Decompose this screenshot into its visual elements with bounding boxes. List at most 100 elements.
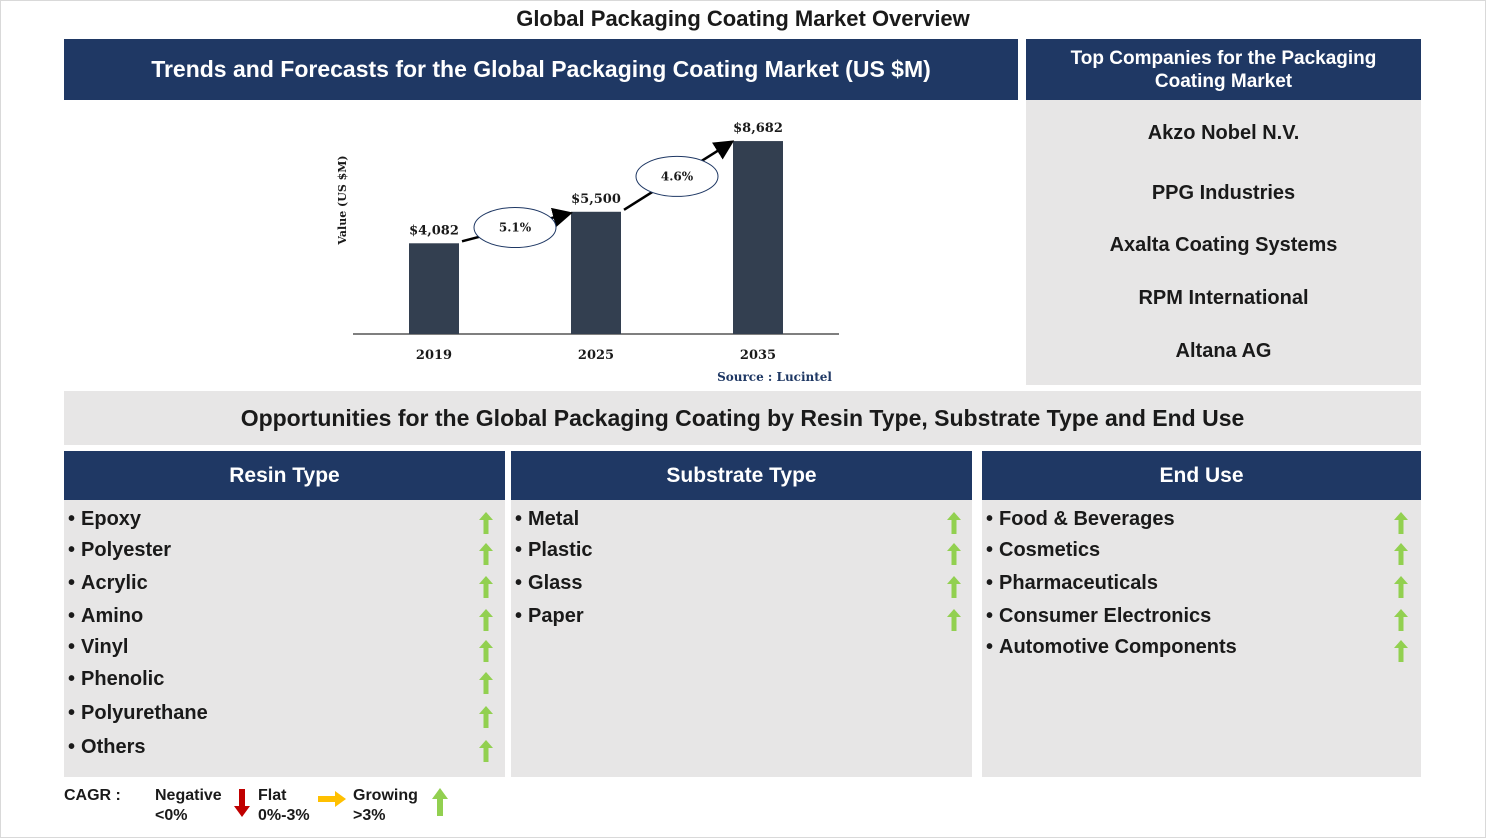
substrate-type-list: • Metal • Plastic • Glass • Paper bbox=[511, 500, 972, 777]
list-item-label: Acrylic bbox=[81, 572, 148, 594]
list-item-label: Paper bbox=[528, 605, 584, 627]
legend-flat-name: Flat bbox=[258, 787, 287, 804]
orange-right-arrow-icon bbox=[318, 791, 346, 807]
bar-2035 bbox=[733, 141, 783, 334]
bullet: • bbox=[986, 572, 994, 594]
company-item: PPG Industries bbox=[1151, 182, 1296, 204]
green-up-arrow-icon bbox=[479, 740, 493, 762]
bullet: • bbox=[515, 605, 523, 627]
green-up-arrow-icon bbox=[479, 543, 493, 565]
list-item-label: Pharmaceuticals bbox=[999, 572, 1158, 594]
bullet: • bbox=[68, 572, 76, 594]
legend-negative-name: Negative bbox=[155, 787, 222, 804]
bullet: • bbox=[515, 508, 523, 530]
list-item: • Food & Beverages bbox=[986, 508, 1175, 531]
bullet: • bbox=[986, 605, 994, 627]
company-item: RPM International bbox=[1138, 287, 1309, 309]
cagr-bubble bbox=[473, 207, 557, 249]
bar-value-label: $8,682 bbox=[733, 121, 783, 136]
bullet: • bbox=[68, 736, 76, 758]
legend-growing: Growing >3% bbox=[353, 786, 418, 826]
list-item-label: Metal bbox=[528, 508, 580, 530]
green-up-arrow-icon bbox=[479, 609, 493, 631]
green-up-arrow-icon bbox=[1394, 543, 1408, 565]
bar-chart: Value (US $M) $4,082 2019 $5,500 2025 $8,682… bbox=[336, 121, 839, 384]
bullet: • bbox=[515, 539, 523, 561]
bar-2019 bbox=[409, 243, 459, 334]
list-item: • Metal bbox=[515, 508, 579, 531]
green-up-arrow-icon bbox=[947, 576, 961, 598]
list-item-label: Automotive Components bbox=[999, 636, 1237, 658]
company-item: Axalta Coating Systems bbox=[1109, 234, 1338, 256]
bullet: • bbox=[986, 636, 994, 658]
list-item-label: Amino bbox=[81, 605, 144, 627]
list-item-label: Food & Beverages bbox=[999, 508, 1175, 530]
green-up-arrow-icon bbox=[1394, 640, 1408, 662]
list-item-label: Vinyl bbox=[81, 636, 129, 658]
bullet: • bbox=[68, 702, 76, 724]
list-item-label: Polyurethane bbox=[81, 702, 208, 724]
bar-value-label: $4,082 bbox=[409, 223, 459, 238]
list-item: • Amino bbox=[68, 605, 143, 628]
green-up-arrow-icon bbox=[1394, 512, 1408, 534]
list-item: • Vinyl bbox=[68, 636, 128, 659]
cagr-bubble bbox=[635, 155, 719, 197]
bar-2025 bbox=[571, 211, 621, 334]
list-item-label: Consumer Electronics bbox=[999, 605, 1212, 627]
list-item: • Cosmetics bbox=[986, 539, 1100, 562]
list-item-label: Phenolic bbox=[81, 668, 165, 690]
list-item-label: Cosmetics bbox=[999, 539, 1101, 561]
bullet: • bbox=[68, 508, 76, 530]
source-label: Source : Lucintel bbox=[717, 370, 832, 384]
list-item: • Paper bbox=[515, 605, 584, 628]
page-title: Global Packaging Coating Market Overview bbox=[516, 6, 970, 31]
legend-negative: Negative <0% bbox=[155, 786, 222, 826]
legend-flat: Flat 0%-3% bbox=[258, 786, 310, 826]
cagr-label: 5.1% bbox=[499, 221, 532, 235]
list-item-label: Glass bbox=[528, 572, 583, 594]
bullet: • bbox=[68, 668, 76, 690]
bar-value-label: $5,500 bbox=[571, 192, 621, 207]
list-item: • Polyester bbox=[68, 539, 171, 562]
list-item: • Consumer Electronics bbox=[986, 605, 1211, 628]
list-item-label: Epoxy bbox=[81, 508, 142, 530]
list-item: • Pharmaceuticals bbox=[986, 572, 1158, 595]
green-up-arrow-icon bbox=[479, 706, 493, 728]
legend-flat-range: 0%-3% bbox=[258, 807, 310, 824]
red-down-arrow-icon bbox=[234, 789, 250, 817]
green-up-arrow-icon bbox=[479, 640, 493, 662]
list-item: • Phenolic bbox=[68, 668, 164, 691]
resin-type-list: • Epoxy • Polyester • Acrylic • Amino • Vinyl • Phe… bbox=[64, 500, 505, 777]
legend-growing-name: Growing bbox=[353, 787, 418, 804]
green-up-arrow-icon bbox=[1394, 609, 1408, 631]
opportunities-header: Opportunities for the Global Packaging C… bbox=[64, 391, 1421, 445]
x-tick-label: 2025 bbox=[578, 348, 614, 363]
list-item-label: Plastic bbox=[528, 539, 593, 561]
list-item: • Others bbox=[68, 736, 145, 759]
bullet: • bbox=[515, 572, 523, 594]
company-item: Akzo Nobel N.V. bbox=[1147, 122, 1300, 144]
resin-type-header: Resin Type bbox=[64, 451, 505, 500]
legend-negative-range: <0% bbox=[155, 807, 188, 824]
companies-panel: Akzo Nobel N.V. PPG Industries Axalta Co… bbox=[1026, 100, 1421, 385]
bullet: • bbox=[986, 539, 994, 561]
bullet: • bbox=[68, 605, 76, 627]
list-item-label: Polyester bbox=[81, 539, 172, 561]
list-item-label: Others bbox=[81, 736, 146, 758]
legend-growing-range: >3% bbox=[353, 807, 386, 824]
companies-header: Top Companies for the Packaging Coating … bbox=[1026, 39, 1421, 100]
green-up-arrow-icon bbox=[479, 512, 493, 534]
list-item: • Glass bbox=[515, 572, 583, 595]
end-use-list: • Food & Beverages • Cosmetics • Pharmaceutic… bbox=[982, 500, 1421, 777]
list-item: • Plastic bbox=[515, 539, 593, 562]
bullet: • bbox=[68, 539, 76, 561]
bullet: • bbox=[68, 636, 76, 658]
green-up-arrow-icon bbox=[432, 788, 448, 816]
green-up-arrow-icon bbox=[947, 543, 961, 565]
company-item: Altana AG bbox=[1175, 340, 1272, 362]
substrate-type-header: Substrate Type bbox=[511, 451, 972, 500]
green-up-arrow-icon bbox=[479, 576, 493, 598]
end-use-header: End Use bbox=[982, 451, 1421, 500]
list-item: • Polyurethane bbox=[68, 702, 208, 725]
y-axis-label: Value (US $M) bbox=[336, 155, 349, 245]
